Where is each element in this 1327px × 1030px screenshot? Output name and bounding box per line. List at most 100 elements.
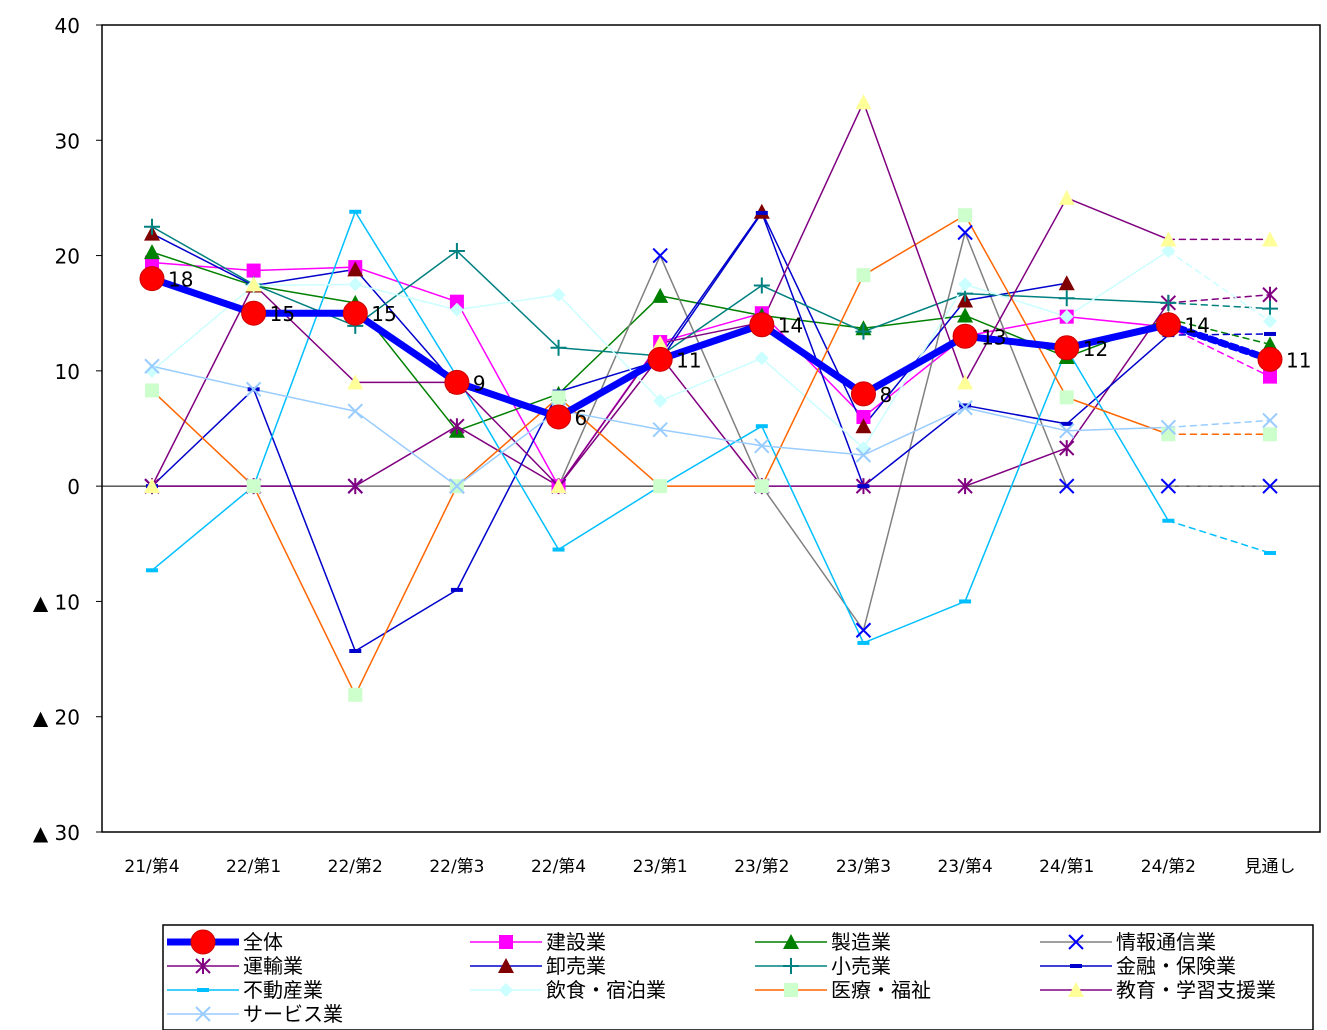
data-label: 11 xyxy=(1286,348,1311,372)
series-line-segment xyxy=(1167,302,1271,310)
series-line-segment xyxy=(354,410,458,487)
series-line-segment xyxy=(557,396,661,487)
series-line-segment xyxy=(252,284,357,304)
series-line-segment xyxy=(862,101,966,384)
data-point xyxy=(450,587,463,592)
series-line-segment xyxy=(1167,250,1271,323)
marker-dot xyxy=(1160,419,1177,436)
marker-dot xyxy=(1160,231,1177,247)
series-line-segment xyxy=(354,485,458,696)
data-point xyxy=(1262,478,1278,494)
data-point xyxy=(551,390,566,405)
series-line-segment xyxy=(151,226,255,286)
data-label: 11 xyxy=(676,348,701,372)
series-line-segment xyxy=(659,212,763,362)
marker-dot xyxy=(144,244,160,260)
marker-dot xyxy=(1059,440,1075,457)
data-point xyxy=(1060,421,1073,426)
data-point xyxy=(550,478,567,494)
marker-dot xyxy=(551,390,566,405)
marker-dot xyxy=(1068,982,1084,997)
y-tick-label: 40 xyxy=(55,14,80,38)
series-line-segment xyxy=(456,381,560,487)
series-line-segment xyxy=(1065,348,1170,522)
marker-dot xyxy=(1054,335,1080,361)
marker-dot xyxy=(855,447,872,463)
series-line-segment xyxy=(761,314,865,329)
series-line-segment xyxy=(1164,321,1274,363)
data-point xyxy=(552,547,565,552)
legend-item: 製造業 xyxy=(755,930,891,954)
marker-dot xyxy=(1058,189,1075,205)
series-line-segment xyxy=(354,250,458,327)
legend-label: 教育・学習支援業 xyxy=(1116,978,1276,1002)
marker-dot xyxy=(550,339,567,356)
data-point xyxy=(755,424,768,429)
data-point xyxy=(342,300,368,326)
series-line-segment xyxy=(557,355,661,487)
series-line-segment xyxy=(557,294,661,402)
marker-dot xyxy=(959,403,972,408)
series-line-segment xyxy=(1167,326,1271,378)
series-line-segment xyxy=(151,261,255,272)
marker-dot xyxy=(749,312,775,338)
x-tick-label: 23/第2 xyxy=(734,857,789,877)
series-line-segment xyxy=(964,231,1068,487)
data-label: 15 xyxy=(270,302,295,326)
legend-item: 不動産業 xyxy=(167,978,323,1002)
data-point xyxy=(246,479,261,494)
series-line-segment xyxy=(659,295,763,317)
data-point xyxy=(1059,390,1074,405)
marker-dot xyxy=(652,247,668,264)
data-point xyxy=(1262,286,1278,303)
data-label: 18 xyxy=(168,268,193,292)
series-line-segment xyxy=(659,321,763,344)
x-tick-label: 見通し xyxy=(1245,857,1296,877)
data-point xyxy=(1155,312,1181,338)
series-line-segment xyxy=(1167,333,1271,336)
data-point xyxy=(957,478,973,495)
marker-dot xyxy=(499,983,513,997)
data-point xyxy=(754,479,769,494)
series-line-segment xyxy=(354,589,458,652)
series-line-segment xyxy=(1065,250,1170,318)
legend-label: 卸売業 xyxy=(546,954,606,978)
marker-dot xyxy=(754,351,769,366)
marker-dot xyxy=(652,335,669,351)
data-point xyxy=(754,438,770,454)
legend-label: サービス業 xyxy=(243,1002,343,1026)
marker-dot xyxy=(349,649,362,654)
legend-marker xyxy=(195,958,211,974)
marker-dot xyxy=(245,381,262,398)
data-point xyxy=(144,244,160,260)
data-point xyxy=(1262,231,1278,247)
legend-item: 小売業 xyxy=(755,954,891,978)
legend-marker xyxy=(499,935,513,949)
series-line-segment xyxy=(964,447,1068,487)
marker-dot xyxy=(753,277,770,294)
data-point xyxy=(349,649,362,654)
series-line-segment xyxy=(456,375,560,551)
data-point xyxy=(957,400,973,416)
marker-dot xyxy=(1264,331,1276,336)
data-point xyxy=(1054,335,1080,361)
data-point xyxy=(749,312,775,338)
series-line-segment xyxy=(761,274,865,487)
legend-item: サービス業 xyxy=(167,1002,343,1026)
marker-dot xyxy=(347,374,364,390)
legend-label: 建設業 xyxy=(546,930,606,954)
data-point xyxy=(855,323,872,340)
series-line-segment xyxy=(659,357,763,402)
series-line-segment xyxy=(761,445,865,456)
marker-dot xyxy=(1068,934,1084,950)
data-point xyxy=(1059,440,1075,457)
series-line-segment xyxy=(557,347,661,357)
series-line-segment xyxy=(252,485,357,696)
axes: 40 30 20 10 0 ▲ 10 ▲ 20 ▲ 30 21/第4 22/第1 22/第2 22/第… xyxy=(33,14,1321,877)
data-point xyxy=(653,479,668,494)
series-line-segment xyxy=(961,332,1071,352)
data-point xyxy=(347,261,364,277)
legend-item: 運輸業 xyxy=(167,954,303,978)
marker-dot xyxy=(551,287,566,302)
marker-dot xyxy=(146,568,158,573)
